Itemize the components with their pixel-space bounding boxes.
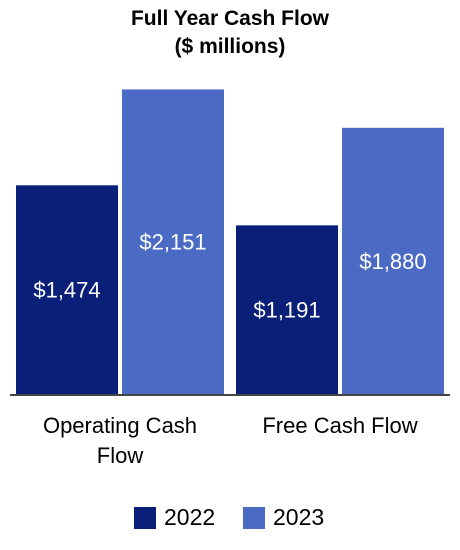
legend-item-2023: 2023 — [243, 504, 324, 531]
bar-2022-1 — [236, 225, 338, 394]
legend-label-2023: 2023 — [273, 504, 325, 530]
category-label-0-0: Operating Cash — [43, 413, 197, 438]
data-label-2022-1: $1,191 — [253, 298, 320, 323]
chart-subtitle: ($ millions) — [174, 35, 286, 58]
bar-chart: $1,474 $1,191 $2,151 $1,880 Operating Cash Fl… — [10, 89, 450, 468]
data-label-2022-0: $1,474 — [33, 278, 100, 303]
legend-item-2022: 2022 — [134, 504, 215, 531]
bar-2023-0 — [122, 89, 224, 395]
bar-2023-1 — [342, 127, 444, 395]
legend-swatch-2022 — [134, 506, 156, 529]
category-label-1-0: Free Cash Flow — [262, 413, 417, 438]
chart-title: Full Year Cash Flow — [130, 7, 329, 30]
category-label-0-1: Flow — [97, 443, 144, 468]
data-label-2023-0: $2,151 — [139, 230, 206, 255]
bar-2022-0 — [16, 185, 118, 394]
legend-swatch-2023 — [243, 506, 265, 529]
chart-legend: 2022 2023 — [0, 504, 460, 534]
data-label-2023-1: $1,880 — [359, 249, 426, 274]
legend-label-2022: 2022 — [164, 504, 216, 530]
